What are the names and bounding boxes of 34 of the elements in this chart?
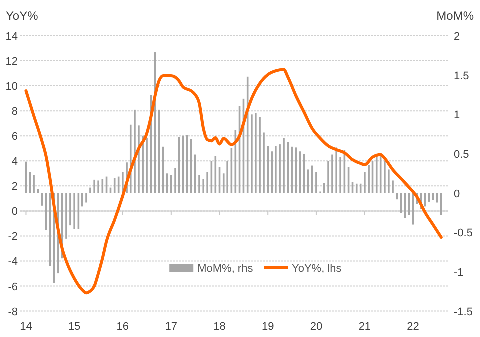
- x-tick-label: 22: [407, 321, 420, 333]
- legend-label: YoY%, lhs: [292, 263, 342, 275]
- y-tick-label: 12: [6, 56, 18, 68]
- y2-tick-label: 1: [454, 110, 460, 122]
- x-tick-label: 14: [20, 321, 32, 333]
- y2-tick-label: 1.5: [454, 70, 470, 82]
- x-tick-label: 19: [262, 321, 274, 333]
- y-tick-label: -4: [8, 256, 18, 268]
- line-series: [24, 68, 443, 295]
- y-tick-label: 0: [12, 206, 18, 218]
- y2-tick-label: 2: [454, 31, 460, 43]
- y-axis-title: YoY%: [6, 9, 39, 23]
- x-tick-label: 17: [165, 321, 178, 333]
- y2-tick-label: -1.5: [454, 306, 473, 318]
- y-tick-label: 4: [12, 156, 18, 168]
- y2-tick-label: 0.5: [454, 148, 470, 161]
- x-tick-label: 20: [310, 321, 323, 333]
- x-tick-label: 21: [358, 321, 372, 333]
- y2-tick-label: 0: [454, 188, 460, 200]
- y-tick-label: -8: [8, 306, 18, 318]
- legend-label: MoM%, rhs: [198, 263, 254, 275]
- y-tick-label: -2: [8, 231, 18, 244]
- y2-tick-label: -1: [454, 266, 464, 279]
- y-tick-label: 10: [6, 81, 18, 94]
- y2-tick-label: -0.5: [454, 228, 473, 240]
- y-tick-label: 6: [12, 131, 18, 144]
- y-tick-label: 2: [12, 181, 18, 194]
- x-tick-label: 18: [214, 321, 226, 333]
- y-tick-label: -6: [8, 281, 18, 294]
- x-tick-label: 15: [68, 321, 81, 333]
- y-tick-label: 14: [6, 31, 18, 43]
- y-tick-label: 8: [12, 106, 18, 118]
- x-tick-label: 16: [116, 321, 130, 333]
- y2-axis-title: MoM%: [436, 9, 474, 23]
